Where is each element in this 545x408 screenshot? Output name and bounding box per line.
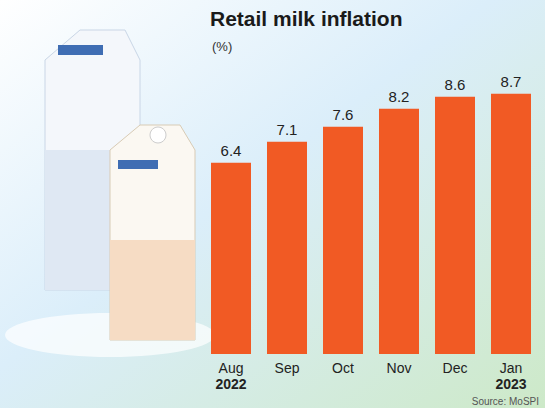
svg-text:8.2: 8.2	[389, 88, 410, 105]
svg-text:Nov: Nov	[387, 360, 412, 376]
svg-text:7.6: 7.6	[333, 106, 354, 123]
svg-text:2022: 2022	[215, 376, 246, 392]
svg-text:2023: 2023	[495, 376, 526, 392]
svg-text:Aug: Aug	[219, 360, 244, 376]
svg-text:Dec: Dec	[443, 360, 468, 376]
svg-text:Source: MoSPI: Source: MoSPI	[472, 396, 539, 407]
svg-text:(%): (%)	[212, 39, 232, 54]
svg-text:8.7: 8.7	[501, 73, 522, 90]
svg-text:6.4: 6.4	[221, 142, 242, 159]
svg-text:Sep: Sep	[275, 360, 300, 376]
svg-text:7.1: 7.1	[277, 121, 298, 138]
svg-text:Jan: Jan	[500, 360, 523, 376]
svg-text:Oct: Oct	[332, 360, 354, 376]
svg-text:8.6: 8.6	[445, 76, 466, 93]
svg-text:Retail milk inflation: Retail milk inflation	[210, 7, 403, 30]
